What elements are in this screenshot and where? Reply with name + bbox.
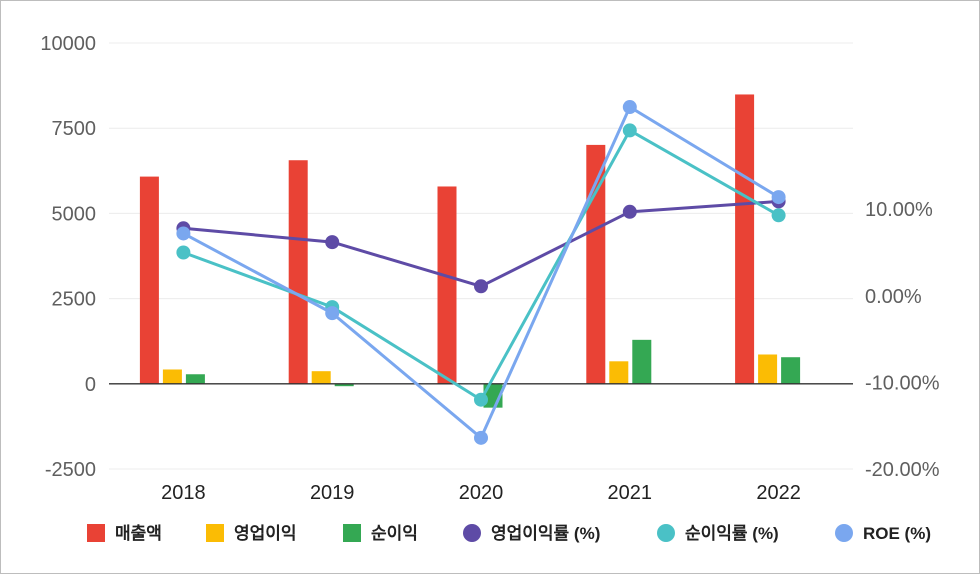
right-tick-label: 0.00% <box>865 286 922 308</box>
bars <box>139 94 801 408</box>
left-tick-label: 5000 <box>52 203 97 225</box>
legend-swatch <box>87 524 105 542</box>
bar-2-2022 <box>758 354 778 384</box>
bar-3-2022 <box>781 357 801 384</box>
bar-1-2021 <box>586 144 606 384</box>
left-tick-label: 2500 <box>52 289 97 311</box>
bar-1-2018 <box>139 176 159 384</box>
bar-2-2019 <box>311 371 331 384</box>
x-tick-label: 2022 <box>756 482 801 504</box>
x-tick-label: 2020 <box>459 482 504 504</box>
lines <box>176 100 786 445</box>
left-tick-label: 7500 <box>52 118 97 140</box>
line-series-3 <box>182 105 780 440</box>
bar-3-2019 <box>334 383 354 387</box>
point-2-2018 <box>176 245 191 260</box>
line-series-2 <box>182 128 780 402</box>
legend-swatch <box>657 524 675 542</box>
legend-swatch <box>343 524 361 542</box>
point-3-2022 <box>771 190 786 205</box>
legend-label: 영업이익 <box>234 524 297 543</box>
point-3-2020 <box>474 430 488 445</box>
bar-3-2018 <box>185 374 205 384</box>
grid <box>109 42 853 470</box>
point-2-2020 <box>474 392 488 407</box>
right-axis: 10.00% 0.00% -10.00% -20.00% <box>865 199 940 481</box>
legend-label: 순이익률 (%) <box>685 524 779 543</box>
point-1-2019 <box>325 235 340 250</box>
point-2-2022 <box>771 208 786 223</box>
x-tick-label: 2019 <box>310 482 355 504</box>
legend-label: 순이익 <box>371 524 418 543</box>
bar-1-2019 <box>288 160 308 384</box>
point-1-2020 <box>474 279 488 294</box>
legend-swatch <box>206 524 224 542</box>
left-tick-label: 10000 <box>40 33 96 55</box>
point-3-2019 <box>325 306 340 321</box>
point-1-2021 <box>622 204 637 219</box>
x-tick-label: 2018 <box>161 482 206 504</box>
left-axis: 10000 7500 5000 2500 0 -2500 <box>40 33 96 481</box>
legend-label: 매출액 <box>115 524 162 543</box>
bar-3-2021 <box>632 339 652 384</box>
right-tick-label: -20.00% <box>865 459 940 481</box>
point-2-2021 <box>622 123 637 138</box>
bar-2-2018 <box>162 369 182 384</box>
legend: 매출액 영업이익 순이익 영업이익률 (%) 순이익률 (%) ROE (%) <box>87 524 931 543</box>
legend-swatch <box>835 524 853 542</box>
x-axis: 2018 2019 2020 2021 2022 <box>161 482 801 504</box>
right-tick-label: -10.00% <box>865 372 940 394</box>
line-series-1 <box>183 199 779 288</box>
right-tick-label: 10.00% <box>865 199 933 221</box>
bar-2-2021 <box>609 361 629 384</box>
left-tick-label: -2500 <box>45 459 96 481</box>
point-3-2021 <box>622 100 637 115</box>
bar-1-2022 <box>735 94 755 384</box>
legend-label: ROE (%) <box>863 524 931 543</box>
x-tick-label: 2021 <box>608 482 653 504</box>
bar-1-2020 <box>437 186 457 384</box>
legend-swatch <box>463 524 481 542</box>
left-tick-label: 0 <box>85 374 96 396</box>
point-3-2018 <box>176 226 191 241</box>
legend-label: 영업이익률 (%) <box>491 524 600 543</box>
